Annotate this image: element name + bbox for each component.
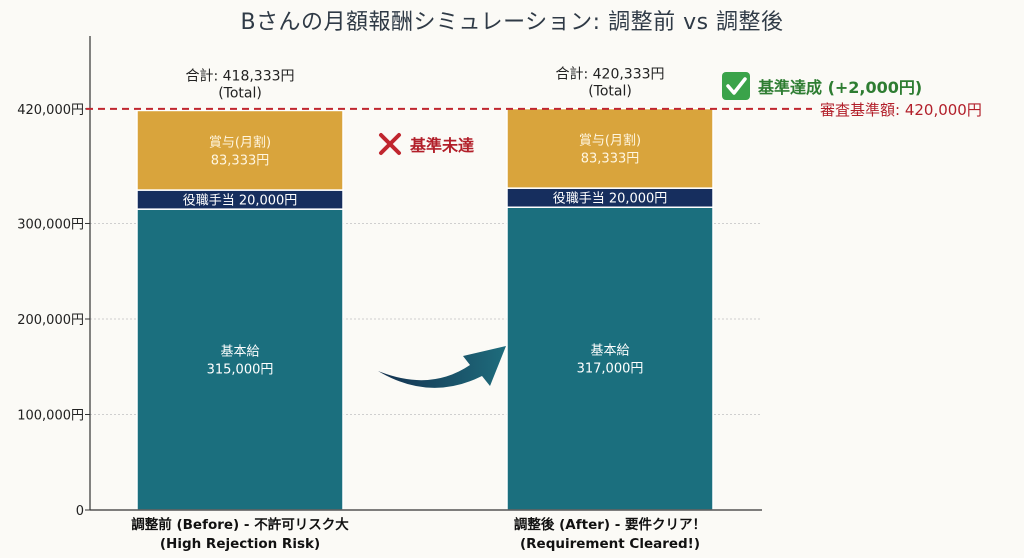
total-sublabel: (Total): [218, 85, 262, 101]
segment-label-bonus: 賞与(月割): [209, 134, 271, 150]
segment-value-bonus: 83,333円: [581, 151, 640, 166]
y-tick-label: 420,000円: [17, 103, 84, 118]
x-category-sublabel: (High Rejection Risk): [160, 536, 320, 552]
segment-value-bonus: 83,333円: [211, 153, 270, 168]
x-category-label: 調整後 (After) - 要件クリア！: [514, 516, 706, 533]
arrow-shape: [378, 346, 506, 388]
chart-title: Bさんの月額報酬シミュレーション: 調整前 vs 調整後: [240, 10, 784, 35]
segment-label-base: 基本給: [220, 345, 259, 360]
arrow-right-icon: [378, 346, 506, 388]
y-tick-label: 100,000円: [17, 408, 84, 423]
total-label: 合計: 420,333円: [555, 67, 664, 83]
x-category-label: 調整前 (Before) - 不許可リスク大: [131, 516, 349, 533]
x-category-sublabel: (Requirement Cleared!): [520, 536, 700, 552]
y-tick-label: 300,000円: [17, 217, 84, 232]
cross-stroke: [379, 133, 401, 155]
segment-value-base: 315,000円: [207, 363, 274, 378]
fail-annotation-label: 基準未達: [409, 136, 474, 155]
bar-segment-bonus: [506, 107, 714, 189]
check-icon: [722, 72, 750, 100]
pass-annotation-label: 基準達成 (+2,000円): [757, 78, 922, 97]
segment-label-base: 基本給: [590, 344, 629, 359]
total-sublabel: (Total): [588, 84, 632, 100]
total-label: 合計: 418,333円: [185, 68, 294, 84]
segment-value-base: 317,000円: [577, 362, 644, 377]
bar-segment-bonus: [136, 109, 344, 191]
reference-line-label: 審査基準額: 420,000円: [820, 101, 982, 119]
check-box: [722, 72, 750, 100]
cross-icon: [379, 133, 401, 155]
segment-label-allowance: 役職手当 20,000円: [183, 194, 298, 209]
bar-segment-base: [136, 208, 344, 511]
segment-label-bonus: 賞与(月割): [579, 132, 641, 148]
y-tick-label: 0: [76, 504, 84, 519]
y-tick-label: 200,000円: [17, 313, 84, 328]
segment-label-allowance: 役職手当 20,000円: [553, 192, 668, 207]
check-mark: [726, 77, 747, 95]
bar-segment-base: [506, 206, 714, 511]
